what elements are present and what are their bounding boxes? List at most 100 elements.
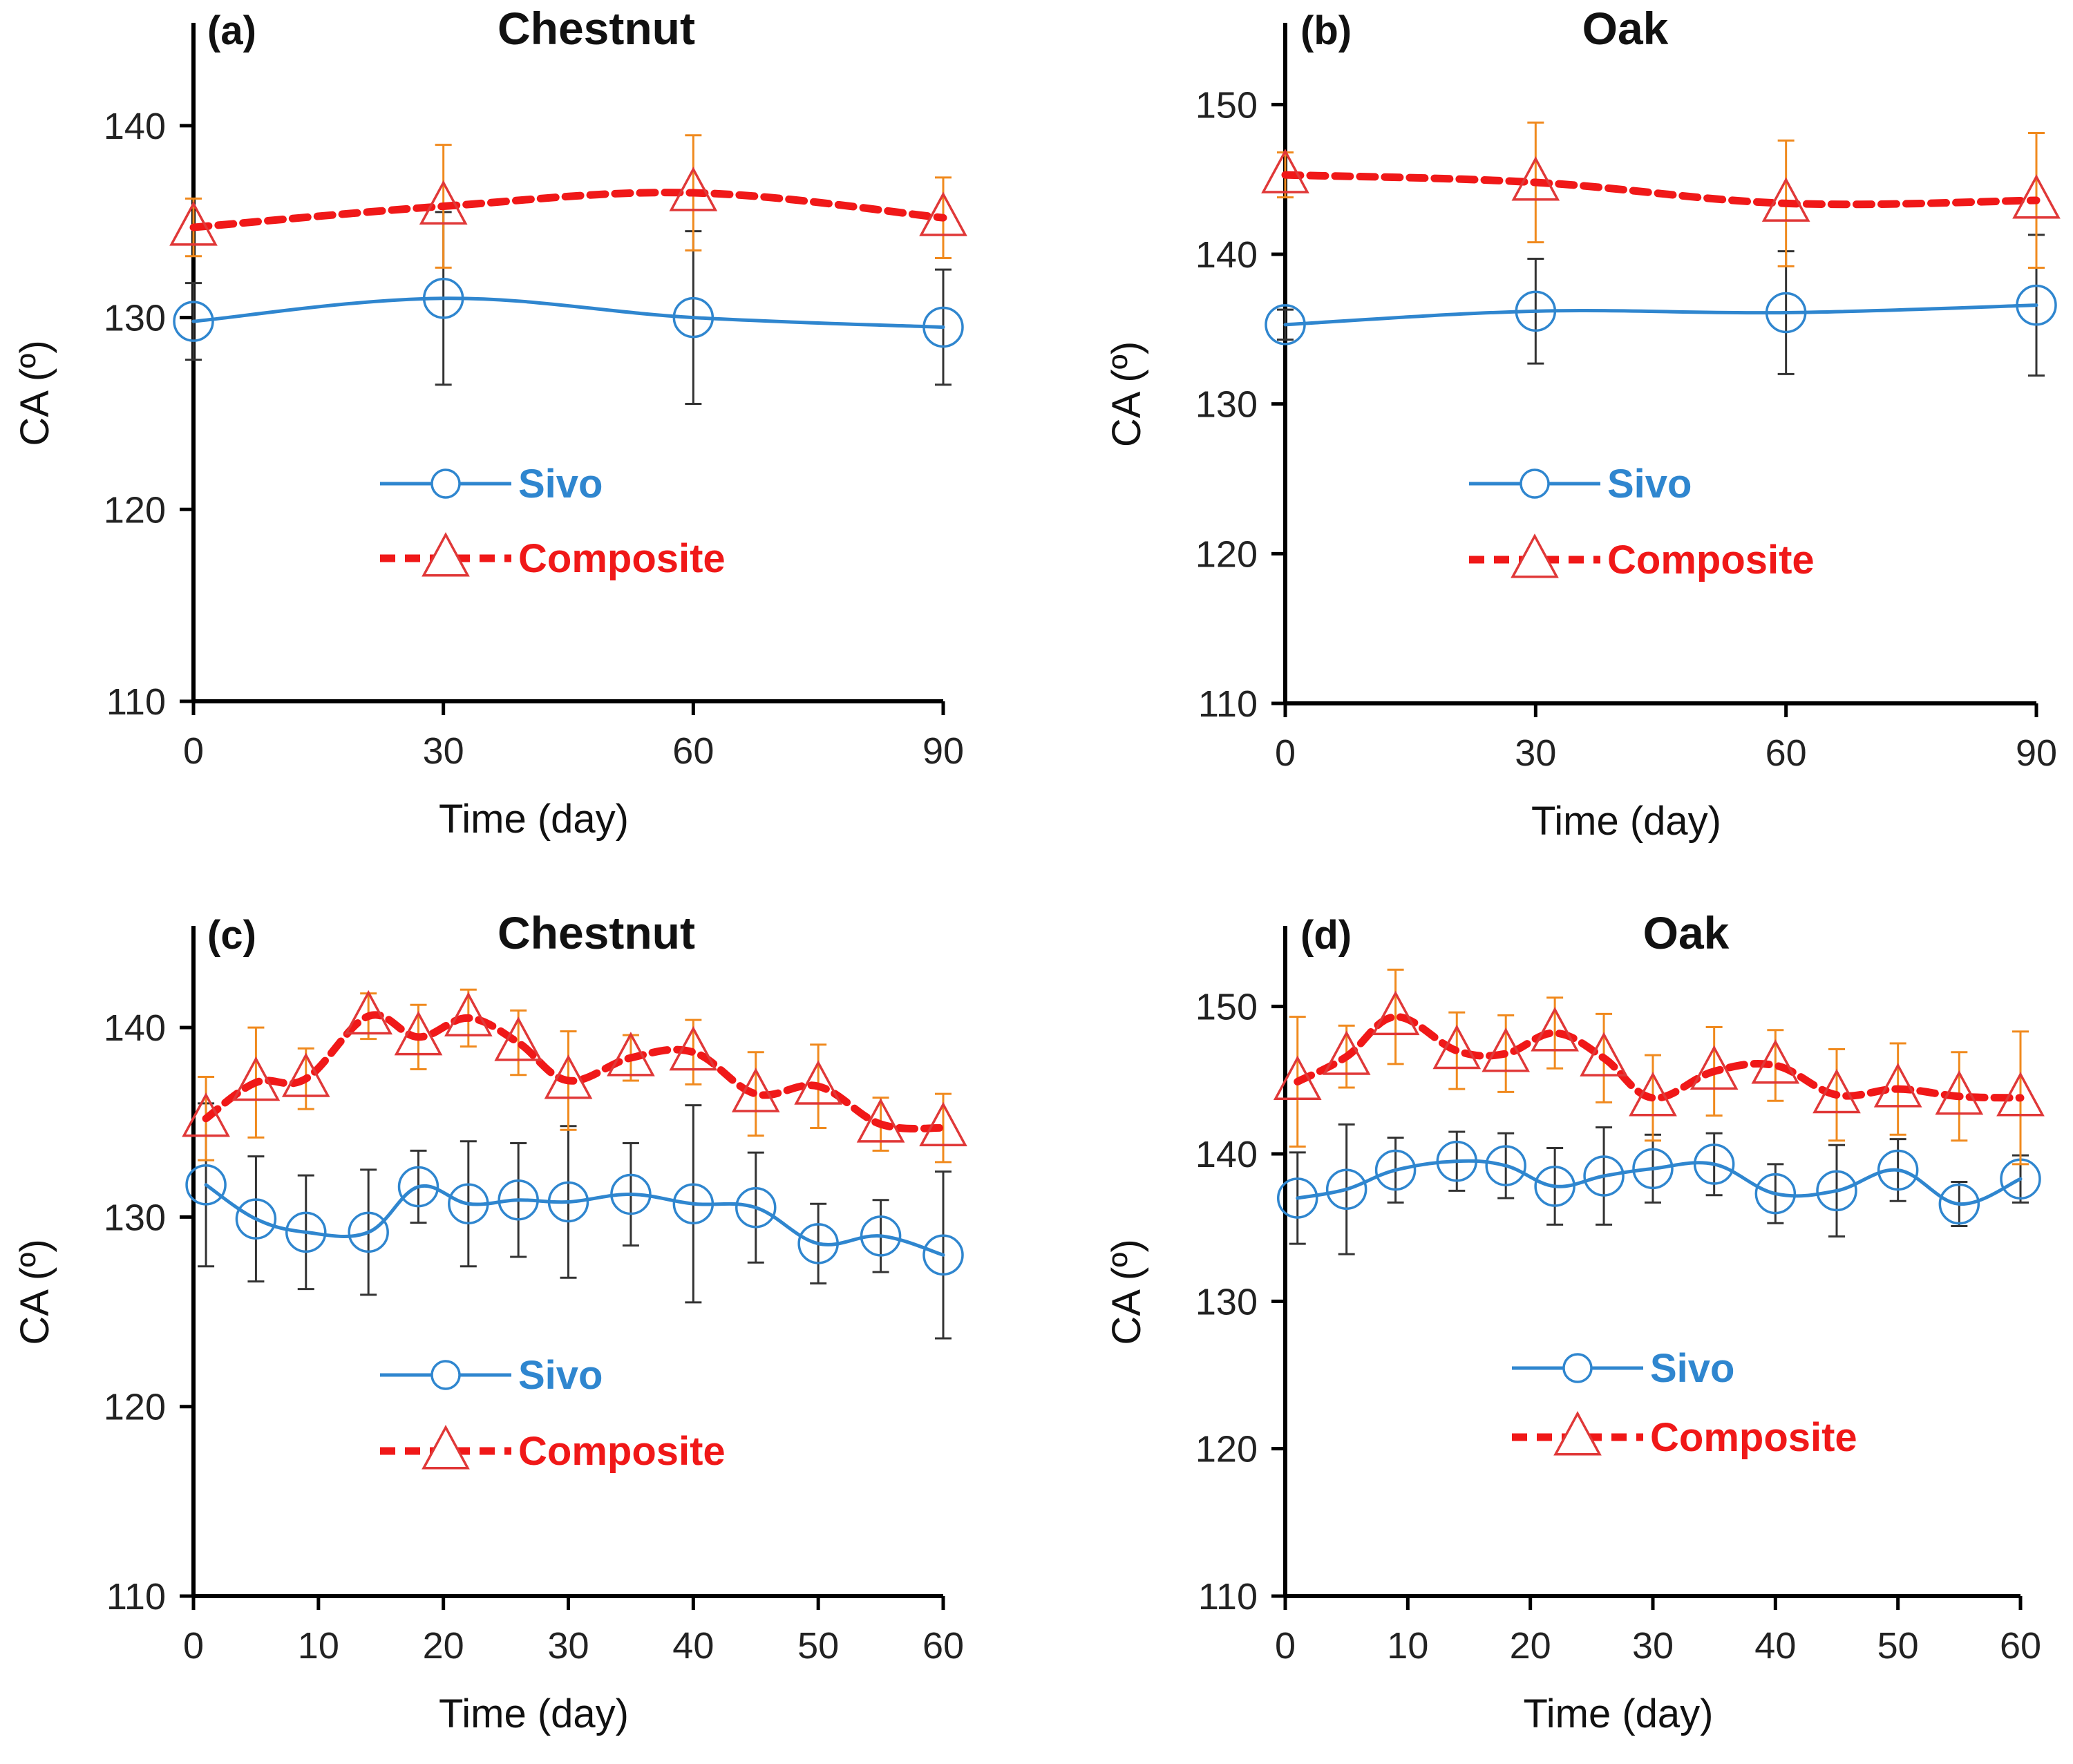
chart-panel-a: 110 120 130 140 0 30 60 90 Time (day) CA (º) (a) Ch… xyxy=(0,0,1036,878)
composite-point xyxy=(1761,177,1810,222)
composite-point xyxy=(444,992,493,1036)
y-tick-label: 150 xyxy=(1195,84,1258,126)
y-tick-label: 140 xyxy=(1195,234,1258,276)
sivo-point xyxy=(672,1183,714,1224)
x-tick-label: 50 xyxy=(1877,1625,1919,1667)
x-tick-label: 20 xyxy=(1510,1625,1551,1667)
composite-series-line xyxy=(202,1011,947,1132)
composite-point xyxy=(607,1032,655,1077)
sivo-point xyxy=(672,296,714,339)
y-tick-label: 110 xyxy=(106,681,166,723)
sivo-point xyxy=(922,1234,964,1276)
composite-point xyxy=(344,989,393,1035)
x-tick-label: 60 xyxy=(2000,1625,2041,1667)
panel-label: (b) xyxy=(1300,8,1352,53)
y-tick-label: 110 xyxy=(1198,1576,1258,1618)
chart-panel-b: 110 120 130 140 150 0 30 60 90 Time (day) CA (º) (b… xyxy=(1036,0,2073,878)
sivo-point xyxy=(1276,1177,1318,1219)
legend-sivo-label: Sivo xyxy=(1650,1346,1735,1391)
x-axis-title: Time (day) xyxy=(1531,799,1721,844)
y-tick-label: 120 xyxy=(104,489,166,531)
legend-sivo-label: Sivo xyxy=(518,462,603,506)
x-tick-label: 10 xyxy=(1387,1625,1428,1667)
chart-d-svg: 110 120 130 140 150 0 10 20 30 40 50 60 Time (day) CA… xyxy=(1104,907,2045,1736)
panel-label: (d) xyxy=(1300,913,1352,958)
y-tick-label: 140 xyxy=(1195,1134,1258,1175)
x-tick-label: 30 xyxy=(423,730,464,772)
x-tick-label: 40 xyxy=(1754,1625,1796,1667)
x-tick-label: 60 xyxy=(672,730,714,772)
composite-point xyxy=(669,167,718,211)
y-tick-label: 130 xyxy=(1195,1281,1258,1322)
y-tick-label: 120 xyxy=(1195,1429,1258,1470)
y-tick-label: 130 xyxy=(104,298,166,339)
composite-point xyxy=(544,1054,593,1099)
chart-panel-d: 110 120 130 140 150 0 10 20 30 40 50 60 Time (day) CA… xyxy=(1036,891,2073,1764)
composite-point xyxy=(1273,1055,1322,1101)
y-tick-label: 140 xyxy=(104,1007,166,1049)
sivo-point xyxy=(1485,1145,1526,1186)
composite-point xyxy=(731,1068,780,1112)
composite-point xyxy=(1432,1024,1482,1070)
sivo-series-line xyxy=(1296,1159,2023,1206)
chart-b-svg: 110 120 130 140 150 0 30 60 90 Time (day) CA (º) (b… xyxy=(1104,3,2061,844)
y-tick-label: 110 xyxy=(1198,683,1258,725)
legend-composite-marker xyxy=(1553,1411,1602,1456)
x-tick-label: 10 xyxy=(298,1625,339,1667)
composite-point xyxy=(1873,1063,1922,1108)
composite-point xyxy=(1322,1030,1371,1075)
sivo-series-line xyxy=(1283,303,2038,327)
composite-point xyxy=(1629,1072,1677,1117)
sivo-point xyxy=(1374,1149,1417,1191)
x-tick-label: 30 xyxy=(547,1625,589,1667)
sivo-point xyxy=(1436,1140,1478,1182)
x-tick-label: 0 xyxy=(1275,732,1296,774)
y-axis-title: CA (º) xyxy=(1104,341,1149,447)
sivo-point xyxy=(1765,292,1807,334)
sivo-point xyxy=(173,301,214,342)
composite-point xyxy=(1482,1027,1531,1072)
sivo-point xyxy=(1938,1183,1980,1225)
x-axis-title: Time (day) xyxy=(1524,1691,1714,1736)
y-tick-label: 130 xyxy=(104,1197,166,1238)
x-tick-label: 30 xyxy=(1632,1625,1674,1667)
y-axis-title: CA (º) xyxy=(12,1239,57,1345)
sivo-point xyxy=(1632,1148,1674,1190)
sivo-point xyxy=(448,1183,489,1224)
sivo-point xyxy=(922,306,964,348)
composite-point xyxy=(1531,1007,1579,1052)
legend-sivo-marker xyxy=(1562,1353,1593,1383)
composite-point xyxy=(231,1056,281,1101)
composite-point xyxy=(856,1098,905,1143)
composite-point xyxy=(669,1025,718,1071)
composite-series-line xyxy=(1294,1013,2025,1102)
composite-series-line xyxy=(189,189,947,231)
legend-composite-marker xyxy=(422,1425,470,1470)
sivo-series-line xyxy=(191,296,945,329)
sivo-series-line xyxy=(204,1183,945,1257)
sivo-point xyxy=(285,1211,327,1253)
composite-point xyxy=(281,1052,330,1097)
chart-title: Chestnut xyxy=(498,907,695,958)
sivo-point xyxy=(348,1211,389,1253)
chart-title: Oak xyxy=(1582,3,1669,54)
sivo-point xyxy=(185,1164,227,1206)
panel-label: (a) xyxy=(207,8,256,53)
x-tick-label: 50 xyxy=(797,1625,839,1667)
sivo-point xyxy=(610,1173,652,1215)
chart-c-svg: 110 120 130 140 0 10 20 30 40 50 60 Time (day) CA (º… xyxy=(12,907,967,1736)
sivo-point xyxy=(1816,1170,1857,1212)
sivo-point xyxy=(735,1186,777,1229)
legend-sivo-marker xyxy=(1520,468,1550,499)
sivo-point xyxy=(1754,1173,1797,1215)
sivo-point xyxy=(498,1179,539,1221)
x-tick-label: 90 xyxy=(922,730,964,772)
y-tick-label: 150 xyxy=(1195,987,1258,1028)
sivo-point xyxy=(1325,1168,1367,1210)
legend-composite-marker xyxy=(1511,533,1559,578)
sivo-point xyxy=(797,1223,839,1264)
x-tick-label: 20 xyxy=(423,1625,464,1667)
y-axis-title: CA (º) xyxy=(12,340,57,446)
sivo-point xyxy=(1877,1149,1919,1191)
sivo-point xyxy=(1693,1144,1735,1185)
